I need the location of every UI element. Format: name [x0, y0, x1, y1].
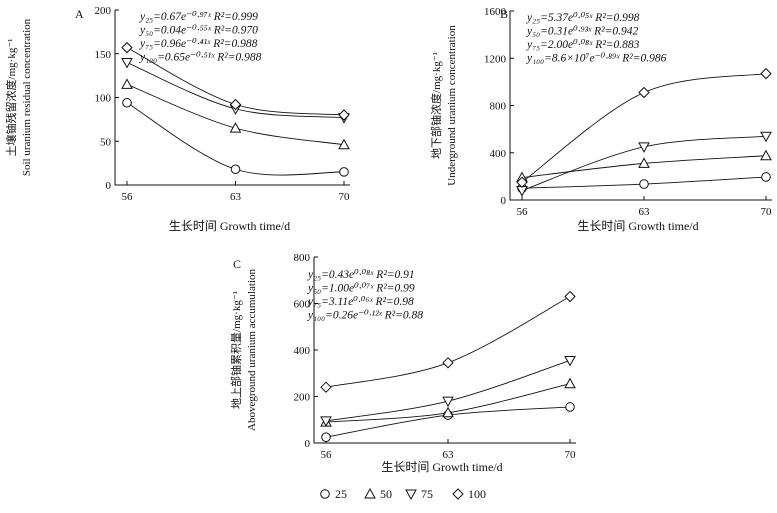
- y-tick-label: 0: [305, 438, 311, 450]
- panel-letter: B: [500, 7, 508, 21]
- data-point: [229, 122, 242, 133]
- data-point: [760, 67, 772, 80]
- data-point: [639, 179, 649, 189]
- y-tick-label: 100: [95, 93, 112, 105]
- x-tick-label: 70: [565, 449, 577, 461]
- data-point: [338, 109, 350, 121]
- x-axis-label: 生长时间 Growth time/d: [169, 219, 290, 233]
- legend-marker: [405, 489, 417, 501]
- series-25: [122, 97, 349, 177]
- y-tick-label: 0: [106, 180, 112, 192]
- legend-label: 75: [421, 487, 433, 501]
- fit-equation: y₇₅=3.11e⁰·⁰⁶ˣ R²=0.98: [307, 296, 414, 308]
- series-50: [121, 78, 350, 150]
- data-point: [121, 58, 133, 69]
- panel-c: 0 200 400 600 800 56 63 70 生长时间 Growth time/d 地上部…: [229, 252, 576, 474]
- y-tick-label: 200: [294, 392, 311, 404]
- fit-equation: y₇₅=0.96e⁻⁰·⁴¹ˣ R²=0.988: [139, 38, 258, 50]
- y-tick-label: 0: [501, 195, 507, 207]
- data-point: [339, 167, 349, 177]
- fit-equation: y₂₅=0.67e⁻⁰·⁹⁷ˣ R²=0.999: [139, 11, 258, 23]
- data-point: [564, 377, 576, 389]
- data-point: [321, 432, 331, 442]
- legend-marker: [452, 488, 464, 500]
- series-75: [516, 131, 772, 197]
- data-point: [122, 97, 132, 108]
- y-axis-label-cn: 地下部铀浓度/mg·kg⁻¹: [429, 52, 443, 159]
- x-axis-label: 生长时间 Growth time/d: [381, 460, 502, 474]
- fit-equation: y₅₀=0.04e⁻⁰·⁵⁵ˣ R²=0.970: [139, 25, 258, 37]
- panel-letter: C: [233, 257, 241, 271]
- data-point: [638, 86, 650, 99]
- y-tick-label: 50: [100, 136, 112, 148]
- fit-equation: y₁₀₀=0.65e⁻⁰·⁵¹ˣ R²=0.988: [139, 52, 262, 64]
- legend: 25 50 75 100: [320, 487, 486, 501]
- series-75: [320, 355, 576, 427]
- data-point: [320, 416, 332, 427]
- y-tick-label: 400: [294, 345, 311, 357]
- series-75: [121, 58, 350, 124]
- fit-equation: y₂₅=5.37e⁰·⁰⁵ˣ R²=0.998: [526, 12, 640, 24]
- y-axis-label-cn: 地上部铀累积量/mg·kg⁻¹: [229, 291, 243, 409]
- series-100: [516, 67, 772, 188]
- y-axis-label-en: Soil uranium residual concentration: [21, 18, 33, 176]
- data-point: [638, 142, 650, 153]
- fit-equation: y₂₅=0.43e⁰·⁰⁸ˣ R²=0.91: [307, 269, 415, 281]
- data-point: [564, 290, 576, 303]
- y-tick-label: 1200: [484, 53, 507, 65]
- data-point: [760, 131, 772, 143]
- x-tick-label: 56: [122, 191, 134, 203]
- x-tick-label: 63: [443, 449, 455, 461]
- x-tick-label: 56: [517, 206, 529, 218]
- data-point: [230, 164, 241, 175]
- data-point: [761, 172, 771, 182]
- data-point: [565, 402, 575, 412]
- data-point: [516, 176, 528, 188]
- x-axis-label: 生长时间 Growth time/d: [577, 219, 698, 233]
- fit-equation: y₅₀=0.31e⁰·⁹³ˣ R²=0.942: [526, 26, 638, 38]
- fit-equation: y₁₀₀=0.26e⁻⁰·¹²ˣ R²=0.88: [307, 310, 423, 322]
- series-100: [320, 290, 576, 393]
- data-point: [121, 41, 133, 54]
- data-point: [121, 78, 133, 89]
- legend-label: 50: [380, 487, 392, 501]
- y-tick-label: 1600: [484, 6, 507, 18]
- data-point: [442, 406, 454, 418]
- series-100: [121, 41, 350, 121]
- x-tick-label: 70: [761, 206, 773, 218]
- data-point: [564, 355, 576, 367]
- fit-equation: y₅₀=1.00e⁰·⁰⁷ˣ R²=0.99: [307, 283, 415, 295]
- y-tick-label: 800: [490, 101, 507, 113]
- fit-equation: y₁₀₀=8.6×10⁷e⁻⁰·⁸⁹ˣ R²=0.986: [526, 53, 667, 65]
- x-tick-label: 63: [639, 206, 651, 218]
- y-tick-label: 200: [95, 5, 112, 17]
- y-axis-label-en: Underground uranium concentration: [446, 25, 458, 186]
- x-tick-label: 56: [321, 449, 333, 461]
- y-tick-label: 150: [95, 49, 112, 61]
- data-point: [320, 381, 332, 393]
- panel-a: 0 50 100 150 200 56 63 70 生长时间 Growth time/d 土壤铀残…: [4, 5, 350, 233]
- y-tick-label: 400: [490, 148, 507, 160]
- y-axis-label-en: Aboveground uranium accumulation: [246, 269, 258, 431]
- y-tick-label: 600: [294, 299, 311, 311]
- y-tick-label: 800: [294, 252, 311, 264]
- legend-label: 25: [335, 487, 347, 501]
- data-point: [760, 149, 772, 161]
- panel-b: 0 400 800 1200 1600 56 63 70 生长时间 Growth time/d 地…: [429, 6, 772, 233]
- legend-label: 100: [468, 487, 486, 501]
- data-point: [338, 138, 350, 150]
- x-tick-label: 70: [339, 191, 351, 203]
- x-tick-label: 63: [230, 191, 242, 203]
- series-25: [517, 172, 771, 193]
- legend-marker: [320, 489, 330, 499]
- panel-letter: A: [75, 7, 84, 21]
- fit-equation: y₇₅=2.00e⁰·⁰⁸ˣ R²=0.883: [526, 39, 640, 51]
- data-point: [442, 357, 454, 369]
- data-point: [229, 98, 242, 111]
- y-axis-label-cn: 土壤铀残留浓度/mg·kg⁻¹: [4, 39, 18, 157]
- data-point: [442, 396, 454, 408]
- data-point: [638, 157, 650, 168]
- legend-marker: [364, 487, 376, 499]
